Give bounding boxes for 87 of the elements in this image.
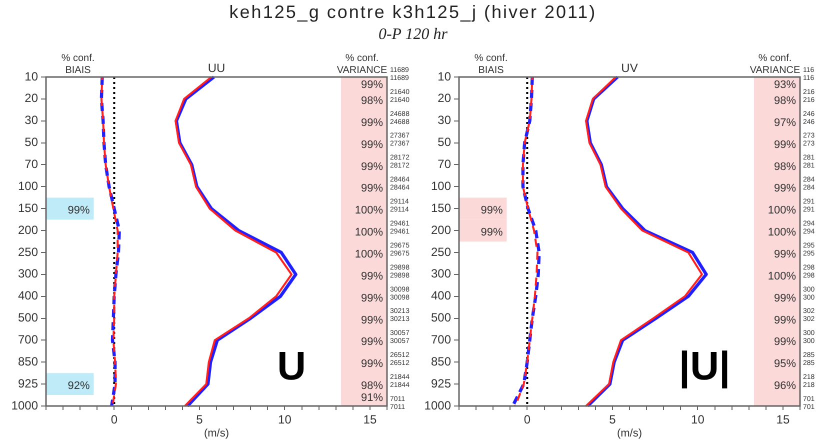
annotation: 99% [360,138,384,151]
x-tick-label: 15 [363,412,377,427]
y-tick-label: 850 [430,354,452,368]
y-tick-label: 200 [430,222,452,237]
text: UV [621,61,638,75]
annotation: U [277,344,306,389]
annotation: 99% [360,292,384,304]
y-tick-label: 700 [18,332,38,347]
x-tick-label: 5 [609,412,616,427]
y-tick-label: 100 [18,178,38,193]
text: % conf. VARIANCE [750,53,801,76]
y-tick-label: 30 [438,113,452,128]
x-tick-label: 0 [110,412,118,427]
y-tick-label: 70 [24,157,38,172]
y-tick-label: 700 [430,332,452,347]
annotation: 95% [774,358,796,370]
annotation: 100% [354,226,384,239]
chart-subtitle: 0-P 120 hr [377,26,449,44]
text: UU [208,61,226,75]
x-tick-label: 10 [691,412,705,427]
y-tick-label: 150 [18,200,38,215]
annotation: 91% [360,392,384,404]
annotation: |U| [678,344,730,389]
y-tick-label: 30 [24,113,38,128]
y-tick-label: 70 [438,157,452,172]
annotation: 98% [360,94,384,107]
y-tick-label: 1000 [11,398,38,412]
band-label: 99% [68,204,90,217]
annotation: 99% [774,138,796,151]
annotation: 99% [360,79,384,92]
annotation: 100% [354,248,384,260]
annotation: 98% [774,160,796,173]
band-label: 99% [480,226,503,239]
y-tick-label: 1000 [424,398,452,412]
annotation: 99% [360,314,384,326]
y-tick-label: 850 [18,354,38,368]
annotation: 98% [360,380,384,392]
y-tick-label: 300 [430,266,452,281]
annotation: 100% [354,204,384,217]
annotation: 99% [360,336,384,348]
annotation: 97% [774,116,796,129]
y-tick-label: 400 [18,288,38,303]
y-tick-label: 200 [18,222,38,237]
y-tick-label: 50 [24,135,38,150]
annotation: 99% [360,182,384,195]
y-tick-label: 250 [430,244,452,259]
annotation: 99% [774,314,796,326]
annotation: 99% [360,160,384,173]
y-tick-label: 500 [18,310,38,325]
annotation: 99% [774,292,796,304]
annotation: 93% [774,79,796,92]
y-tick-label: 925 [18,376,38,390]
x-tick-label: 5 [196,412,204,427]
text: % conf. VARIANCE [336,53,388,76]
y-tick-label: 10 [24,69,38,84]
annotation: 99% [774,248,796,260]
annotation: 99% [360,358,384,370]
annotation: 99% [360,270,384,282]
y-tick-label: 250 [18,244,38,259]
annotation: 96% [774,380,796,392]
x-tick-label: 0 [524,412,531,427]
annotation: 99% [774,336,796,348]
y-tick-label: 20 [438,91,452,106]
x-axis-title: (m/s) [204,427,230,440]
y-tick-label: 100 [430,178,452,193]
y-tick-label: 20 [24,91,38,106]
annotation: 98% [774,94,796,107]
text: % conf. BIAIS [61,53,95,76]
y-tick-label: 50 [438,135,452,150]
chart-title: keh125_g contre k3h125_j (hiver 2011) [228,2,598,23]
x-tick-label: 10 [278,412,292,427]
annotation: 100% [768,204,796,217]
y-tick-label: 300 [18,266,38,281]
annotation: 100% [768,270,796,282]
annotation: 100% [768,226,796,239]
y-tick-label: 400 [430,288,452,303]
text: % conf. BIAIS [474,53,508,76]
x-tick-label: 15 [776,412,790,427]
annotation: 99% [360,116,384,129]
x-axis-title: (m/s) [616,427,642,440]
y-tick-label: 500 [430,310,452,325]
annotation: 99% [774,182,796,195]
y-tick-label: 10 [438,69,452,84]
y-tick-label: 150 [430,200,452,215]
band-label: 92% [68,380,90,392]
y-tick-label: 925 [430,376,452,390]
band-label: 99% [480,204,503,217]
